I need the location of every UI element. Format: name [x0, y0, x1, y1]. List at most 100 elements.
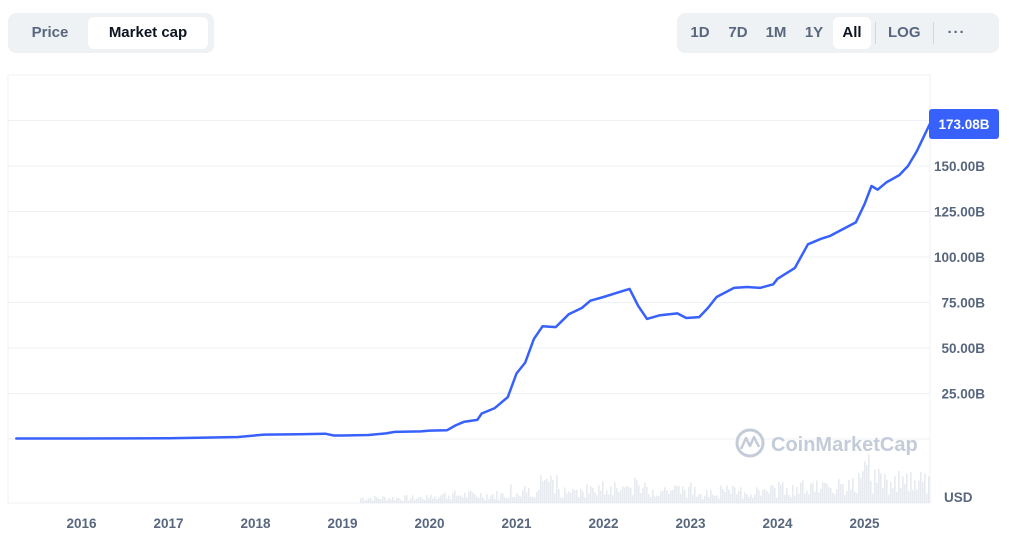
- range-1d-button[interactable]: 1D: [690, 24, 710, 41]
- volume-bar: [638, 485, 640, 503]
- volume-bar: [520, 496, 522, 503]
- volume-bar: [534, 497, 536, 503]
- volume-bar: [712, 494, 714, 503]
- volume-bar: [492, 494, 494, 503]
- volume-bar: [430, 494, 432, 503]
- volume-bar: [460, 495, 462, 503]
- volume-bar: [568, 491, 570, 503]
- volume-bar: [508, 497, 510, 503]
- log-scale-button[interactable]: LOG: [888, 24, 921, 41]
- volume-bar: [450, 499, 452, 503]
- volume-bar: [606, 490, 608, 503]
- volume-bar: [634, 477, 636, 503]
- volume-bar: [512, 497, 514, 503]
- volume-bar: [526, 492, 528, 503]
- volume-bar: [884, 474, 886, 503]
- volume-bar: [872, 493, 874, 503]
- volume-bar: [422, 499, 424, 503]
- volume-bar: [588, 493, 590, 503]
- volume-bar: [782, 482, 784, 503]
- tab-price[interactable]: Price: [31, 24, 69, 41]
- volume-bar: [926, 493, 928, 503]
- range-7d-button[interactable]: 7D: [728, 24, 748, 41]
- volume-bar: [910, 471, 912, 503]
- volume-bar: [922, 481, 924, 503]
- volume-bar: [686, 497, 688, 503]
- volume-bar: [500, 492, 502, 503]
- volume-bar: [838, 479, 840, 503]
- volume-bar: [786, 487, 788, 503]
- tab-market-cap[interactable]: Market cap: [88, 17, 208, 49]
- volume-bar: [542, 481, 544, 503]
- volume-bar: [570, 492, 572, 503]
- volume-bar: [464, 492, 466, 503]
- volume-bar: [840, 484, 842, 503]
- volume-bar: [766, 490, 768, 503]
- volume-bar: [458, 495, 460, 503]
- volume-bar: [572, 488, 574, 503]
- volume-bar: [892, 488, 894, 503]
- volume-bar: [476, 496, 478, 503]
- volume-bar: [558, 488, 560, 503]
- volume-bar: [498, 499, 500, 503]
- volume-bar: [902, 476, 904, 503]
- volume-bar: [660, 491, 662, 503]
- x-axis: 2016 2017 2018 2019 2020 2021 2022 2023 2024 2025: [66, 516, 880, 531]
- more-options-button[interactable]: ···: [947, 24, 966, 41]
- volume-bar: [924, 473, 926, 503]
- volume-bar: [428, 498, 430, 503]
- volume-bar: [724, 491, 726, 503]
- range-1m-button[interactable]: 1M: [765, 24, 787, 41]
- range-1y-button[interactable]: 1Y: [804, 24, 824, 41]
- volume-bar: [462, 497, 464, 503]
- volume-bar: [400, 499, 402, 503]
- coinmarketcap-logo-icon: [735, 428, 765, 458]
- volume-bar: [914, 480, 916, 503]
- volume-bar: [540, 475, 542, 503]
- watermark-text: CoinMarketCap: [771, 434, 918, 456]
- current-value-tag: 173.08B: [929, 108, 999, 139]
- volume-bar: [832, 492, 834, 503]
- y-tick-label: 125.00B: [934, 205, 985, 220]
- volume-bar: [432, 498, 434, 503]
- volume-bar: [386, 500, 388, 503]
- volume-bar: [906, 473, 908, 503]
- volume-bar: [676, 486, 678, 503]
- volume-bar: [548, 481, 550, 503]
- volume-bar: [736, 494, 738, 503]
- volume-bar: [730, 493, 732, 503]
- more-divider: [932, 22, 934, 44]
- volume-bar: [472, 492, 474, 503]
- volume-bar: [678, 485, 680, 503]
- range-all-button[interactable]: All: [833, 17, 871, 49]
- volume-bar: [488, 499, 490, 503]
- volume-bar: [816, 480, 818, 503]
- volume-bar: [370, 497, 372, 503]
- volume-bar: [594, 491, 596, 503]
- volume-bar: [776, 497, 778, 503]
- volume-bar: [410, 498, 412, 503]
- volume-bar: [680, 493, 682, 503]
- volume-bar: [510, 484, 512, 503]
- volume-bar: [796, 486, 798, 503]
- volume-bar: [710, 489, 712, 503]
- volume-bar: [874, 469, 876, 503]
- volume-bar: [842, 483, 844, 503]
- volume-bar: [408, 500, 410, 503]
- volume-bar: [812, 482, 814, 503]
- volume-bar: [404, 495, 406, 503]
- volume-bar: [502, 493, 504, 503]
- volume-bar: [652, 489, 654, 503]
- volume-bar: [656, 495, 658, 503]
- volume-bar: [862, 471, 864, 503]
- chart-type-toggle: Price Market cap: [8, 13, 214, 53]
- volume-bar: [524, 485, 526, 503]
- volume-bar: [452, 493, 454, 503]
- volume-bar: [866, 464, 868, 503]
- volume-bar: [604, 494, 606, 503]
- volume-bar: [828, 487, 830, 503]
- volume-bar: [566, 493, 568, 503]
- volume-bar: [806, 490, 808, 503]
- x-tick-label: 2024: [762, 516, 793, 531]
